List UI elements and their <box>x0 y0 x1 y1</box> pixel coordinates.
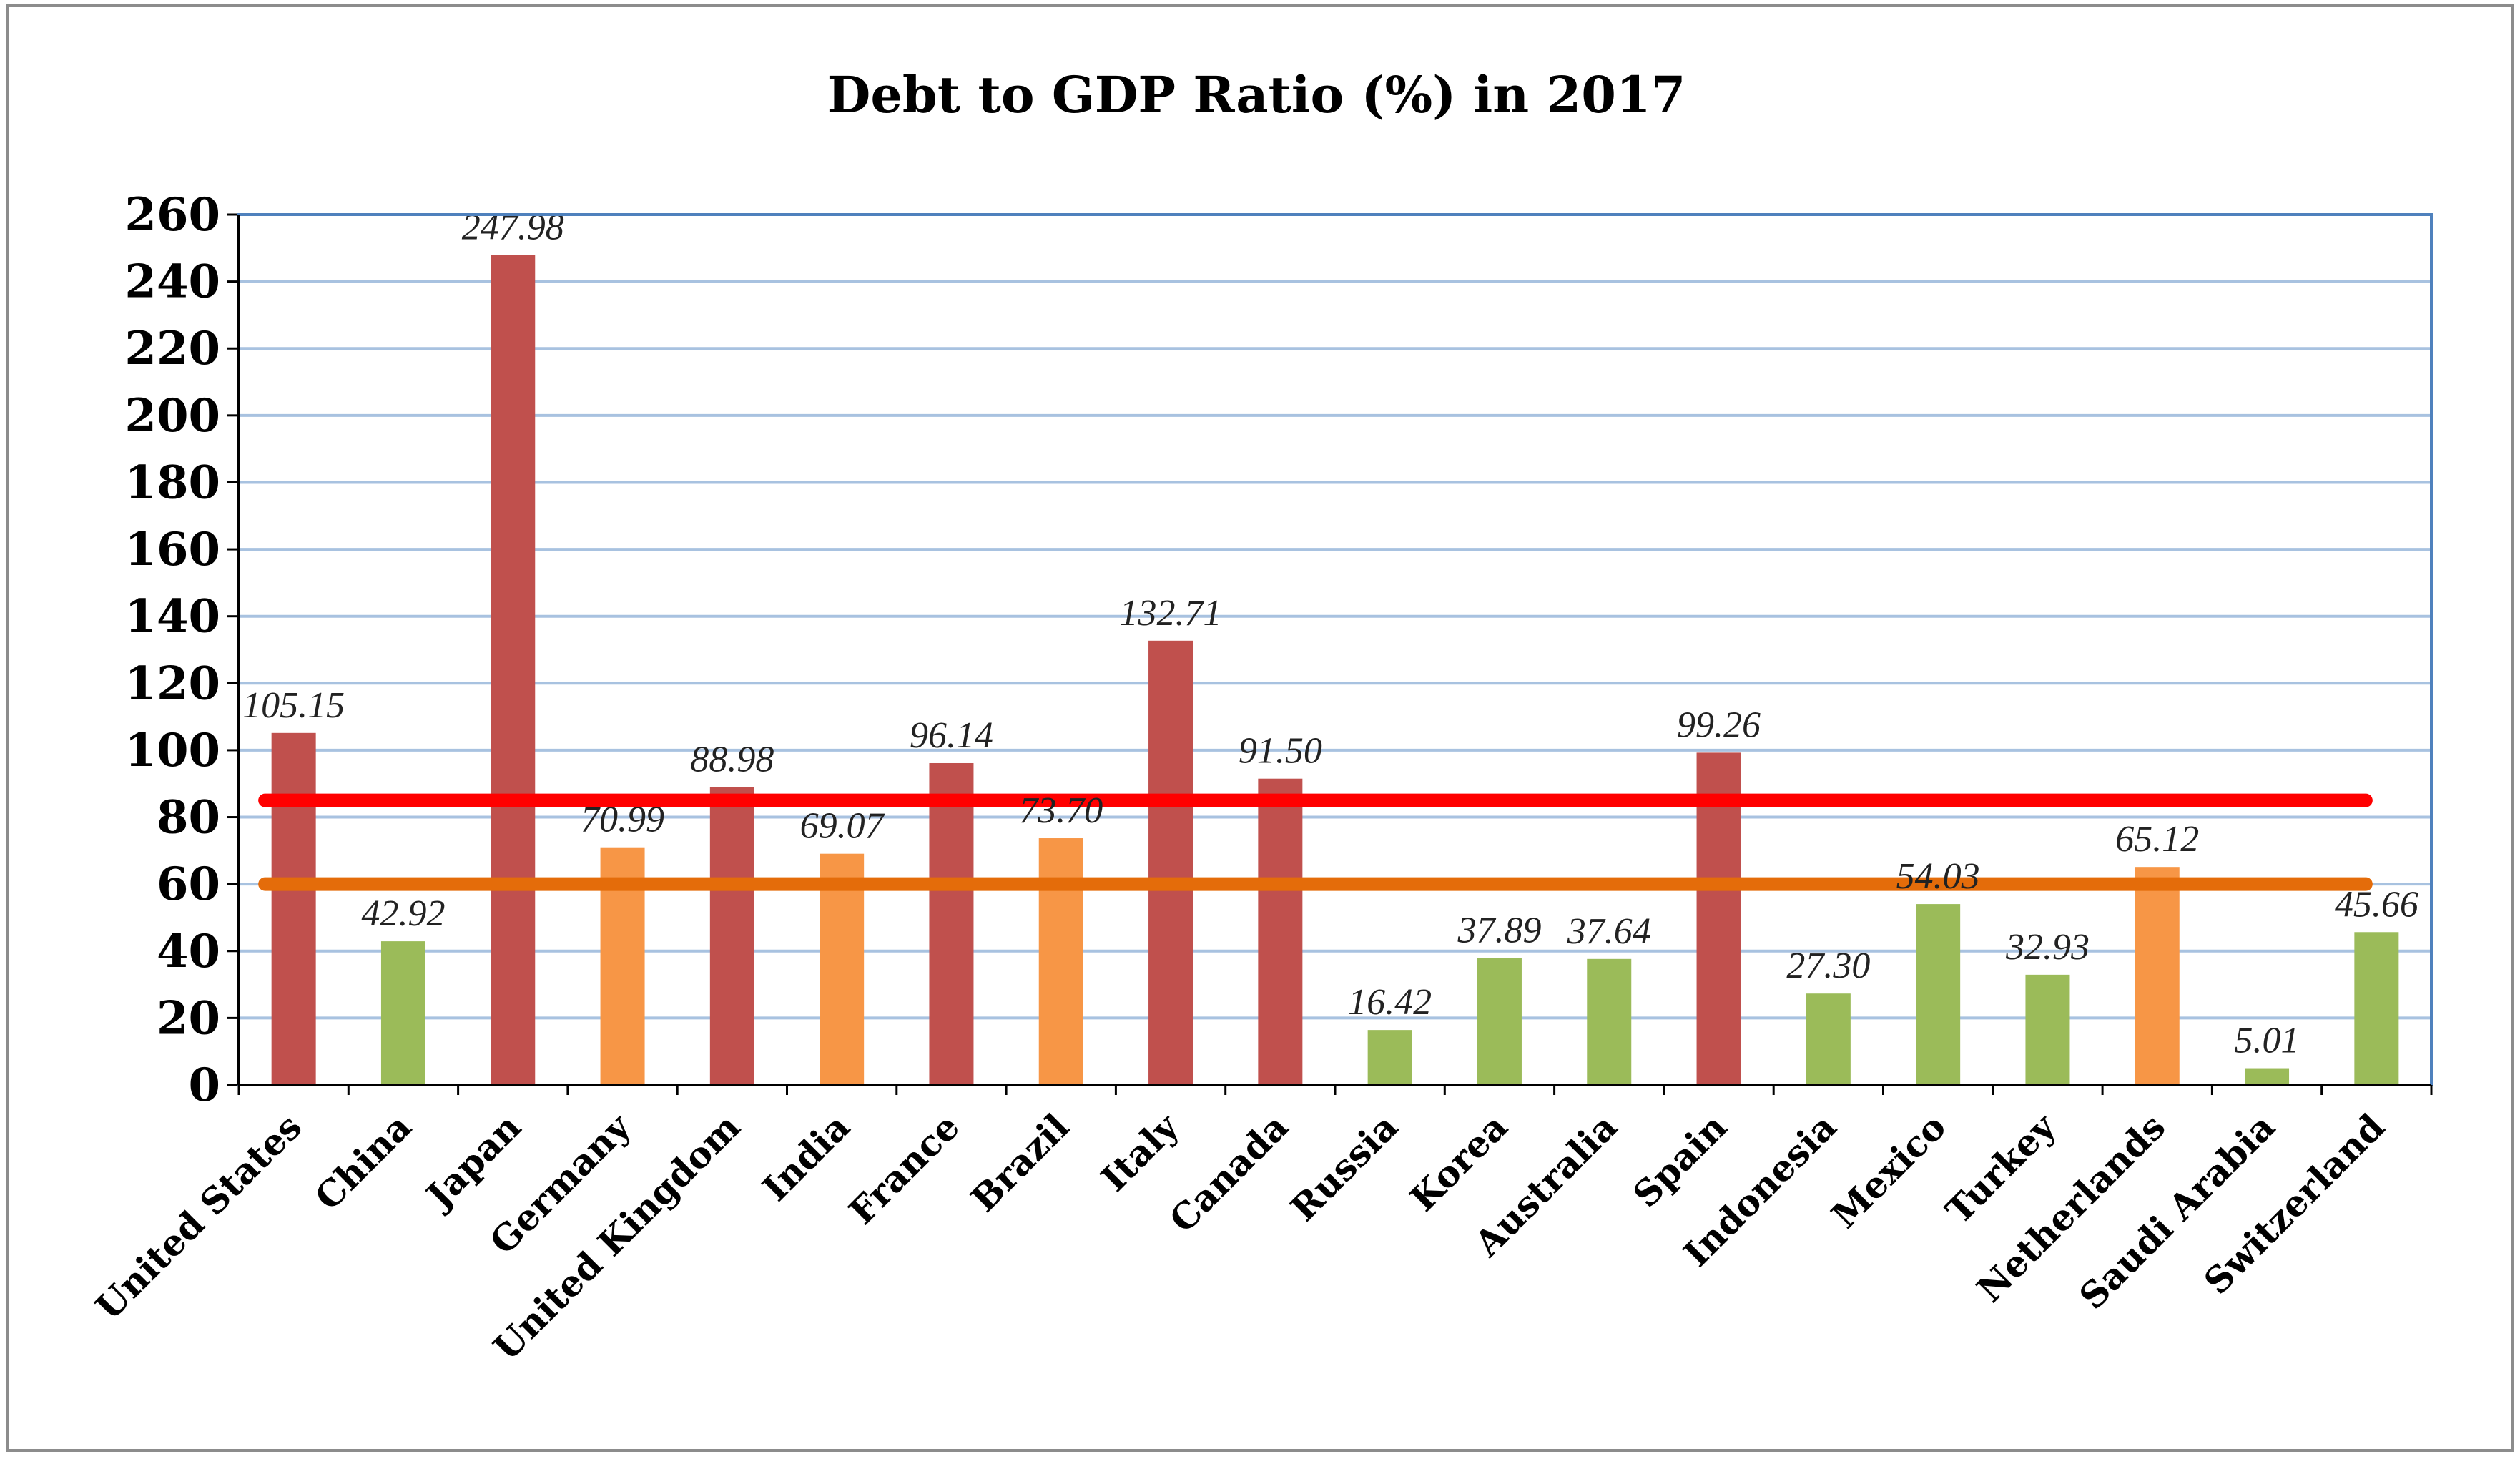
y-tick-label: 180 <box>124 456 220 509</box>
data-label: 247.98 <box>462 207 564 247</box>
bars <box>271 255 2399 1086</box>
x-tick-label: India <box>754 1106 858 1209</box>
bar-saudi-arabia <box>2245 1068 2290 1085</box>
data-label: 5.01 <box>2235 1021 2300 1061</box>
gridlines <box>239 280 2431 1020</box>
data-label: 99.26 <box>1677 704 1761 745</box>
data-label: 54.03 <box>1896 856 1980 897</box>
x-tick-label: Canada <box>1161 1106 1296 1241</box>
bar-canada <box>1258 778 1303 1085</box>
x-tick-label: Brazil <box>963 1106 1077 1220</box>
chart-frame: Debt to GDP Ratio (%) in 2017 105.15 42.9… <box>6 4 2514 1452</box>
y-tick-label: 260 <box>124 188 220 242</box>
x-tick-label: China <box>307 1106 420 1219</box>
bar-brazil <box>1038 838 1083 1085</box>
data-labels: 105.15 42.92 247.98 70.99 88.98 69.07 96.14 73.… <box>242 207 2418 1061</box>
y-tick-label: 120 <box>124 657 220 710</box>
threshold-lines <box>258 793 2373 891</box>
data-label: 70.99 <box>581 800 664 840</box>
bar-russia <box>1367 1030 1412 1085</box>
data-label: 96.14 <box>910 715 993 756</box>
y-tick-label: 220 <box>124 322 220 375</box>
x-tick-label: United States <box>87 1106 310 1328</box>
y-tick-label: 60 <box>157 858 220 911</box>
y-tick-label: 140 <box>124 590 220 644</box>
data-label: 27.30 <box>1786 945 1870 986</box>
y-tick-label: 240 <box>124 255 220 309</box>
plot-area-border <box>237 213 2433 1086</box>
bar-japan <box>491 255 536 1086</box>
x-tick-label: Italy <box>1093 1104 1188 1199</box>
data-label: 65.12 <box>2115 819 2199 860</box>
bar-china <box>380 941 425 1085</box>
x-tick-label: Netherlands <box>1969 1106 2173 1310</box>
x-tick-label: France <box>840 1106 967 1232</box>
x-tick-label: Mexico <box>1823 1106 1954 1237</box>
data-label: 105.15 <box>242 685 345 726</box>
data-label: 91.50 <box>1239 731 1322 772</box>
y-tick-label: 80 <box>157 791 220 845</box>
bar-australia <box>1587 958 1632 1085</box>
bar-korea <box>1477 958 1522 1085</box>
data-label: 88.98 <box>690 740 774 780</box>
bar-united-kingdom <box>709 787 754 1085</box>
y-tick-label: 40 <box>157 925 220 978</box>
data-label: 132.71 <box>1120 593 1222 634</box>
bar-france <box>929 762 974 1085</box>
bar-spain <box>1696 752 1741 1085</box>
y-tick-label: 160 <box>124 523 220 576</box>
data-label: 45.66 <box>2335 884 2418 925</box>
bar-mexico <box>1916 904 1961 1085</box>
bar-italy <box>1148 640 1193 1085</box>
y-tick-label: 0 <box>188 1058 220 1112</box>
x-tick-label: Spain <box>1625 1106 1735 1216</box>
x-tick-label: Saudi Arabia <box>2071 1106 2283 1317</box>
data-label: 32.93 <box>2005 927 2090 968</box>
bar-turkey <box>2025 974 2070 1085</box>
bar-united-states <box>271 732 316 1085</box>
data-label: 73.70 <box>1019 790 1103 831</box>
y-tick-label: 100 <box>124 724 220 777</box>
data-label: 16.42 <box>1348 982 1432 1023</box>
debt-to-gdp-chart: Debt to GDP Ratio (%) in 2017 105.15 42.9… <box>87 65 2433 1369</box>
x-tick-label: Russia <box>1282 1106 1406 1229</box>
data-label: 69.07 <box>800 806 885 847</box>
bar-india <box>820 853 865 1085</box>
bar-indonesia <box>1806 993 1851 1085</box>
y-tick-label: 200 <box>124 389 220 443</box>
data-label: 37.64 <box>1567 911 1651 952</box>
bar-switzerland <box>2354 932 2399 1085</box>
data-label: 37.89 <box>1457 910 1541 951</box>
y-tick-label: 20 <box>157 991 220 1045</box>
bar-netherlands <box>2135 867 2180 1085</box>
axes: 0 20 40 60 80 100 120 140 160 180 200 220 240 260 Unit… <box>87 188 2433 1369</box>
chart-title: Debt to GDP Ratio (%) in 2017 <box>827 65 1686 124</box>
data-label: 42.92 <box>361 893 445 934</box>
